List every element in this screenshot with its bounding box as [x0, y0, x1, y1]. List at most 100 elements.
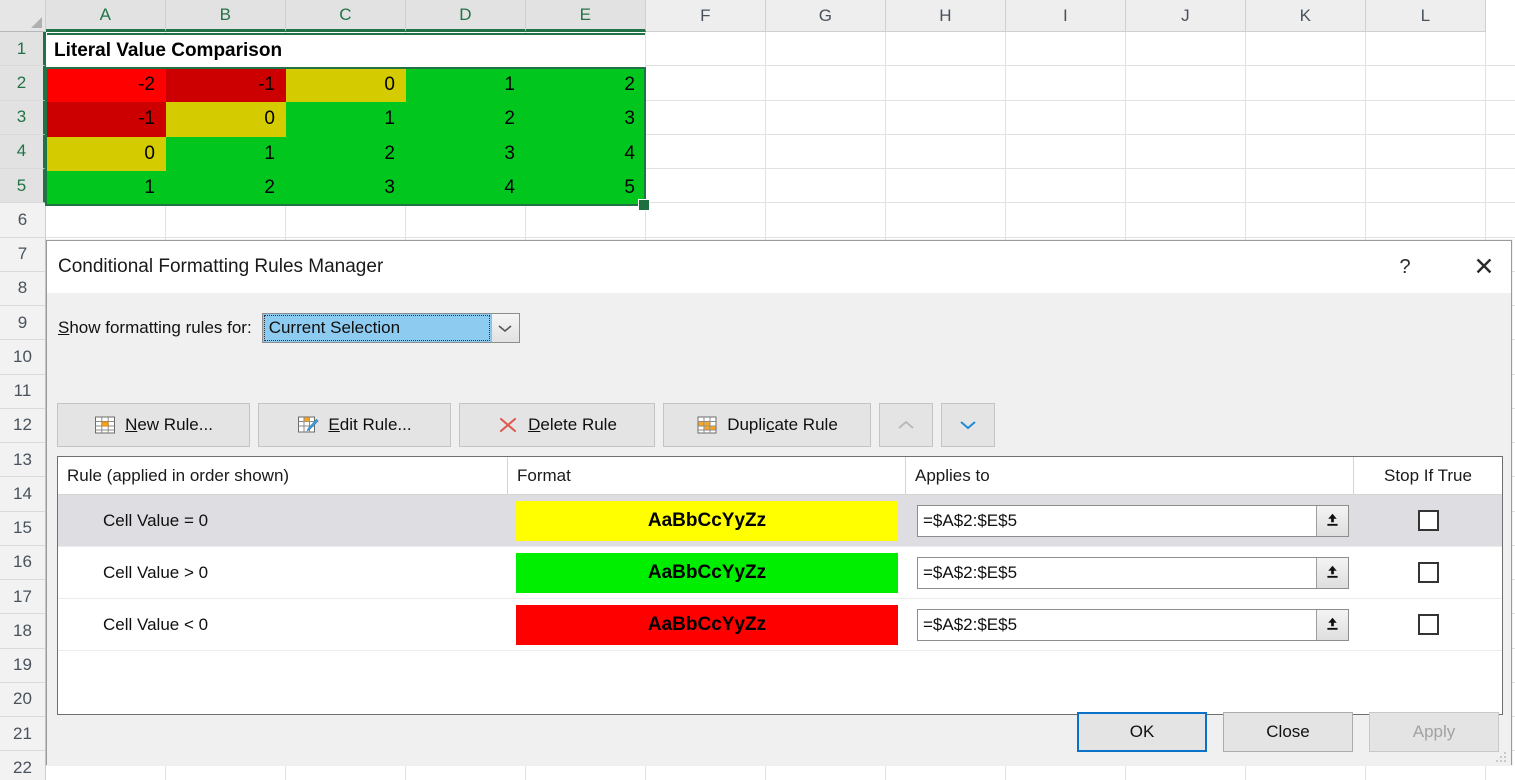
- column-header-F[interactable]: F: [646, 0, 766, 32]
- row-header-2[interactable]: 2: [0, 66, 46, 101]
- cell-A4[interactable]: 0: [46, 136, 166, 171]
- grid-cell-J3[interactable]: [1126, 100, 1246, 134]
- cell-E5[interactable]: 5: [526, 170, 646, 205]
- row-header-16[interactable]: 16: [0, 545, 46, 580]
- row-header-11[interactable]: 11: [0, 374, 46, 409]
- cell-A2[interactable]: -2: [46, 68, 166, 103]
- resize-grip-icon[interactable]: [1494, 750, 1508, 764]
- grid-cell-J5[interactable]: [1126, 169, 1246, 203]
- row-header-12[interactable]: 12: [0, 408, 46, 443]
- grid-cell-J6[interactable]: [1126, 203, 1246, 237]
- grid-cell-K1[interactable]: [1246, 32, 1366, 66]
- show-for-selected-value[interactable]: Current Selection: [262, 314, 491, 342]
- cell-A1-title[interactable]: Literal Value Comparison: [47, 33, 645, 67]
- rule-row[interactable]: Cell Value < 0 AaBbCcYyZz: [58, 599, 1502, 651]
- rule-row[interactable]: Cell Value > 0 AaBbCcYyZz: [58, 547, 1502, 599]
- column-header-C[interactable]: C: [286, 0, 406, 32]
- grid-cell-K3[interactable]: [1246, 100, 1366, 134]
- cell-E2[interactable]: 2: [526, 68, 646, 103]
- row-header-15[interactable]: 15: [0, 511, 46, 546]
- applies-to-input[interactable]: [918, 505, 1316, 536]
- cell-D5[interactable]: 4: [406, 170, 526, 205]
- row-header-19[interactable]: 19: [0, 648, 46, 683]
- cell-D2[interactable]: 1: [406, 68, 526, 103]
- ok-button[interactable]: OK: [1077, 712, 1207, 752]
- rule-format-cell[interactable]: AaBbCcYyZz: [508, 604, 906, 645]
- row-header-8[interactable]: 8: [0, 271, 46, 306]
- range-select-icon[interactable]: [1316, 609, 1348, 640]
- grid-cell-K6[interactable]: [1246, 203, 1366, 237]
- row-header-18[interactable]: 18: [0, 614, 46, 649]
- cell-D4[interactable]: 3: [406, 136, 526, 171]
- cell-E3[interactable]: 3: [526, 102, 646, 137]
- rules-list[interactable]: Rule (applied in order shown) Format App…: [57, 456, 1503, 715]
- delete-rule-button[interactable]: Delete Rule: [459, 403, 655, 447]
- cell-C2[interactable]: 0: [286, 68, 406, 103]
- grid-cell-G3[interactable]: [766, 100, 886, 134]
- grid-cell-F1[interactable]: [646, 32, 766, 66]
- grid-cell-I1[interactable]: [1006, 32, 1126, 66]
- row-header-6[interactable]: 6: [0, 203, 46, 238]
- grid-cell-B6[interactable]: [166, 203, 286, 237]
- grid-cell-L1[interactable]: [1366, 32, 1486, 66]
- grid-cell-H2[interactable]: [886, 66, 1006, 100]
- grid-cell-H5[interactable]: [886, 169, 1006, 203]
- fill-handle[interactable]: [638, 199, 650, 211]
- grid-cell-F5[interactable]: [646, 169, 766, 203]
- grid-cell-G1[interactable]: [766, 32, 886, 66]
- row-header-9[interactable]: 9: [0, 306, 46, 341]
- cell-C5[interactable]: 3: [286, 170, 406, 205]
- cell-D3[interactable]: 2: [406, 102, 526, 137]
- cell-A3[interactable]: -1: [46, 102, 166, 137]
- row-header-22[interactable]: 22: [0, 751, 46, 780]
- column-header-D[interactable]: D: [406, 0, 526, 32]
- column-header-A[interactable]: A: [46, 0, 166, 32]
- column-header-I[interactable]: I: [1006, 0, 1126, 32]
- duplicate-rule-button[interactable]: Duplicate Rule: [663, 403, 871, 447]
- row-header-4[interactable]: 4: [0, 134, 46, 169]
- grid-cell-G5[interactable]: [766, 169, 886, 203]
- column-header-J[interactable]: J: [1126, 0, 1246, 32]
- grid-cell-I6[interactable]: [1006, 203, 1126, 237]
- grid-cell-H3[interactable]: [886, 100, 1006, 134]
- row-header-10[interactable]: 10: [0, 340, 46, 375]
- row-header-13[interactable]: 13: [0, 443, 46, 478]
- grid-cell-D6[interactable]: [406, 203, 526, 237]
- grid-cell-H1[interactable]: [886, 32, 1006, 66]
- grid-cell-K4[interactable]: [1246, 134, 1366, 168]
- column-header-E[interactable]: E: [526, 0, 646, 32]
- row-header-21[interactable]: 21: [0, 717, 46, 752]
- cell-B4[interactable]: 1: [166, 136, 286, 171]
- row-header-14[interactable]: 14: [0, 477, 46, 512]
- close-icon[interactable]: ✕: [1473, 253, 1495, 281]
- grid-cell-E1[interactable]: [526, 32, 646, 66]
- grid-cell-I5[interactable]: [1006, 169, 1126, 203]
- row-header-17[interactable]: 17: [0, 580, 46, 615]
- grid-cell-F2[interactable]: [646, 66, 766, 100]
- column-header-G[interactable]: G: [766, 0, 886, 32]
- grid-cell-G4[interactable]: [766, 134, 886, 168]
- row-header-3[interactable]: 3: [0, 100, 46, 135]
- rule-row[interactable]: Cell Value = 0 AaBbCcYyZz: [58, 495, 1502, 547]
- cell-C3[interactable]: 1: [286, 102, 406, 137]
- grid-cell-I3[interactable]: [1006, 100, 1126, 134]
- cell-B2[interactable]: -1: [166, 68, 286, 103]
- grid-cell-C6[interactable]: [286, 203, 406, 237]
- grid-cell-A6[interactable]: [46, 203, 166, 237]
- rule-format-cell[interactable]: AaBbCcYyZz: [508, 500, 906, 541]
- range-select-icon[interactable]: [1316, 505, 1348, 536]
- grid-cell-L5[interactable]: [1366, 169, 1486, 203]
- conditional-format-range[interactable]: -2 -1 0 1 2 -1 0 1 2 3 0 1 2 3 4 1 2 3 4 5: [46, 68, 646, 205]
- select-all-corner[interactable]: [0, 0, 46, 32]
- show-formatting-rules-for-select[interactable]: Current Selection: [261, 313, 520, 343]
- column-header-K[interactable]: K: [1246, 0, 1366, 32]
- edit-rule-button[interactable]: Edit Rule...: [258, 403, 451, 447]
- new-rule-button[interactable]: New Rule...: [57, 403, 250, 447]
- chevron-down-icon[interactable]: [490, 314, 519, 342]
- grid-cell-K2[interactable]: [1246, 66, 1366, 100]
- cell-E4[interactable]: 4: [526, 136, 646, 171]
- help-icon[interactable]: ?: [1399, 255, 1411, 278]
- grid-cell-I2[interactable]: [1006, 66, 1126, 100]
- stop-if-true-checkbox[interactable]: [1417, 510, 1439, 531]
- cell-B5[interactable]: 2: [166, 170, 286, 205]
